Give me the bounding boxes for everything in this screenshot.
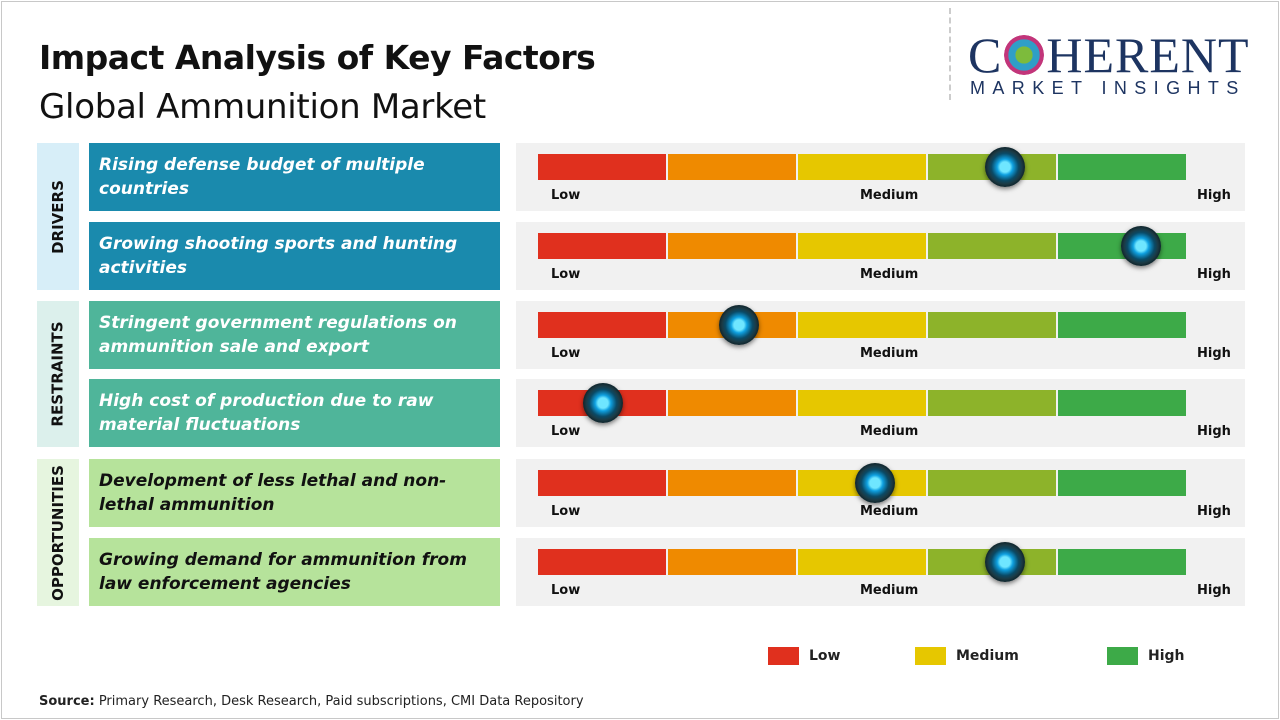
gauge-segment <box>538 154 666 180</box>
scale-label: High <box>1197 504 1231 519</box>
impact-gauge: Low Medium High <box>516 538 1245 606</box>
gauge-bar <box>538 470 1186 496</box>
gauge-segment <box>798 233 926 259</box>
gauge-segment <box>1058 470 1186 496</box>
factor-label: Rising defense budget of multiple countr… <box>89 143 500 211</box>
gauge-segment <box>1058 312 1186 338</box>
scale-label: Medium <box>860 346 919 361</box>
impact-marker <box>984 542 1025 582</box>
gauge-segment <box>928 233 1056 259</box>
scale-label: Medium <box>860 188 919 203</box>
legend-swatch <box>1107 647 1138 665</box>
page-subtitle: Global Ammunition Market <box>39 87 486 127</box>
scale-label: Medium <box>860 267 919 282</box>
page-title: Impact Analysis of Key Factors <box>39 38 596 77</box>
category-label: OPPORTUNITIES <box>37 459 79 606</box>
scale-label: Low <box>551 267 581 282</box>
gauge-segment <box>668 390 796 416</box>
divider <box>949 8 951 100</box>
impact-marker <box>854 463 895 503</box>
gauge-segment <box>798 549 926 575</box>
impact-gauge: Low Medium High <box>516 379 1245 447</box>
scale-label: High <box>1197 267 1231 282</box>
gauge-segment <box>1058 390 1186 416</box>
gauge-bar <box>538 233 1186 259</box>
factor-label: Growing demand for ammunition from law e… <box>89 538 500 606</box>
gauge-bar <box>538 154 1186 180</box>
logo: C HERENT <box>968 27 1250 83</box>
gauge-segment <box>798 312 926 338</box>
factor-label: Stringent government regulations on ammu… <box>89 301 500 369</box>
impact-marker <box>1120 226 1161 266</box>
impact-gauge: Low Medium High <box>516 459 1245 527</box>
gauge-segment <box>928 312 1056 338</box>
scale-label: High <box>1197 583 1231 598</box>
gauge-segment <box>668 154 796 180</box>
scale-label: Low <box>551 424 581 439</box>
gauge-segment <box>668 549 796 575</box>
impact-marker <box>718 305 759 345</box>
logo-tagline: MARKET INSIGHTS <box>970 78 1246 98</box>
scale-label: Medium <box>860 504 919 519</box>
impact-gauge: Low Medium High <box>516 143 1245 211</box>
gauge-segment <box>538 312 666 338</box>
gauge-segment <box>668 470 796 496</box>
gauge-segment <box>928 390 1056 416</box>
gauge-segment <box>1058 549 1186 575</box>
impact-marker <box>582 383 623 423</box>
scale-label: Low <box>551 504 581 519</box>
gauge-segment <box>538 233 666 259</box>
scale-label: Low <box>551 583 581 598</box>
scale-label: Low <box>551 346 581 361</box>
legend-swatch <box>768 647 799 665</box>
factor-label: High cost of production due to raw mater… <box>89 379 500 447</box>
gauge-bar <box>538 312 1186 338</box>
gauge-segment <box>538 549 666 575</box>
gauge-bar <box>538 549 1186 575</box>
scale-label: Medium <box>860 424 919 439</box>
scale-label: Low <box>551 188 581 203</box>
gauge-segment <box>1058 154 1186 180</box>
scale-label: High <box>1197 424 1231 439</box>
factor-label: Development of less lethal and non-letha… <box>89 459 500 527</box>
globe-icon <box>1004 35 1045 75</box>
gauge-segment <box>538 470 666 496</box>
category-label: RESTRAINTS <box>37 301 79 447</box>
impact-gauge: Low Medium High <box>516 222 1245 290</box>
gauge-segment <box>928 470 1056 496</box>
scale-label: High <box>1197 188 1231 203</box>
impact-marker <box>984 147 1025 187</box>
gauge-segment <box>798 390 926 416</box>
gauge-segment <box>668 233 796 259</box>
legend-swatch <box>915 647 946 665</box>
scale-label: High <box>1197 346 1231 361</box>
scale-label: Medium <box>860 583 919 598</box>
gauge-segment <box>798 154 926 180</box>
source-note: Source: Primary Research, Desk Research,… <box>39 694 584 709</box>
category-label: DRIVERS <box>37 143 79 290</box>
impact-gauge: Low Medium High <box>516 301 1245 369</box>
legend-item: Low <box>768 647 840 665</box>
legend-item: Medium <box>915 647 1019 665</box>
legend-item: High <box>1107 647 1185 665</box>
factor-label: Growing shooting sports and hunting acti… <box>89 222 500 290</box>
gauge-bar <box>538 390 1186 416</box>
